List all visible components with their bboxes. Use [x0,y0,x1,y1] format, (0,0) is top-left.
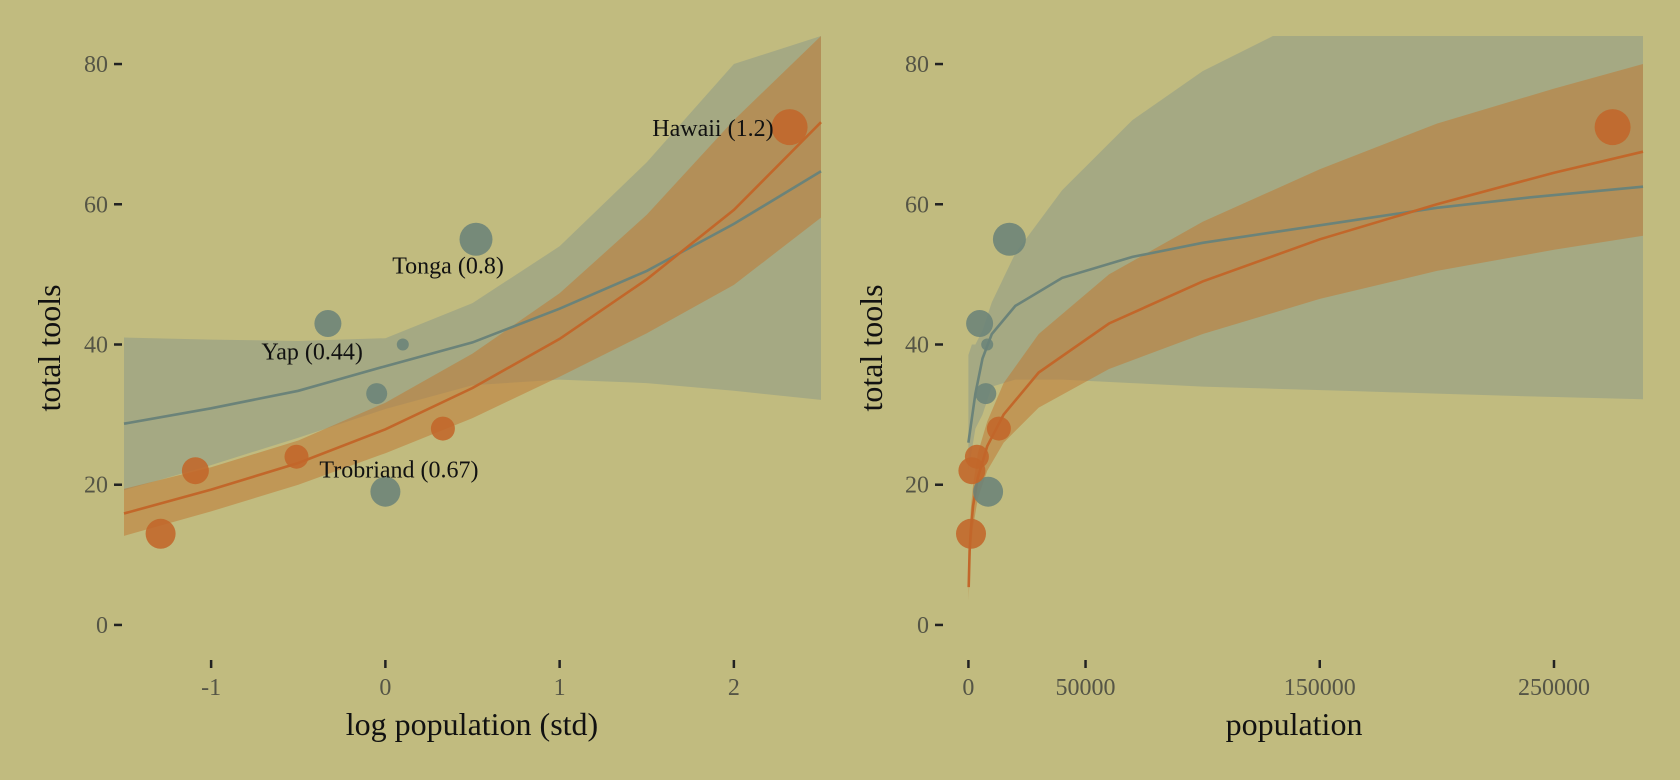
left-y-tick-label-2: 20 [84,473,108,499]
right-y-tick-label-5: 80 [905,52,929,78]
left-x-tick-label-2: 0 [379,675,391,701]
right-data-points [956,109,1631,549]
right-band-high-contact [968,64,1643,601]
right-point-low-3 [981,338,994,351]
right-point-high-3 [964,444,989,469]
right-x-tick-label-1: 0 [962,675,974,701]
left-point-low-3 [396,338,409,351]
left-uncertainty-bands [124,36,821,536]
right-point-high-4 [986,416,1011,441]
left-y-tick-label-1: 0 [96,613,108,639]
left-point-low-4 [370,476,401,507]
right-uncertainty-bands [968,36,1643,601]
right-x-tick-label-4: 250000 [1518,675,1590,701]
left-point-high-3 [284,444,309,469]
right-x-axis: 0 50000 150000 250000 [962,660,1590,701]
left-point-high-5 [771,109,808,146]
right-point-high-5 [1594,109,1631,146]
right-y-axis-title: total tools [853,284,889,411]
left-annotation-4: Trobriand (0.67) [319,458,478,484]
left-y-tick-label-4: 60 [84,192,108,218]
left-y-tick-label-5: 80 [84,52,108,78]
right-y-tick-label-2: 20 [905,473,929,499]
left-x-tick-label-1: -1 [201,675,221,701]
left-y-axis: 0 20 40 60 80 [84,52,122,639]
left-band-low-contact [124,36,821,491]
left-x-tick-label-4: 2 [728,675,740,701]
left-data-points [145,109,808,549]
left-point-high-2 [181,457,209,485]
left-point-low-2 [366,383,388,405]
right-y-tick-label-1: 0 [917,613,929,639]
right-x-tick-label-3: 150000 [1284,675,1356,701]
left-x-axis: -1 0 1 2 [201,660,740,701]
left-curve-low-contact [123,170,822,425]
right-x-tick-label-2: 50000 [1056,675,1116,701]
left-x-axis-title: log population (std) [346,706,598,742]
right-point-low-5 [992,222,1026,256]
left-annotation-3: Yap (0.44) [261,340,363,366]
right-y-axis: 0 20 40 60 80 [905,52,943,639]
left-panel: Hawaii (1.2) Tonga (0.8) Yap (0.44) Trobria… [31,36,822,742]
left-annotations: Hawaii (1.2) Tonga (0.8) Yap (0.44) Trobria… [261,116,773,484]
left-band-high-contact [124,36,821,536]
left-point-high-4 [430,416,455,441]
right-y-tick-label-3: 40 [905,332,929,358]
right-point-low-1 [966,310,994,337]
left-fit-curves [123,121,822,515]
right-x-axis-title: population [1226,706,1363,742]
left-point-low-1 [314,310,342,337]
left-annotation-1: Hawaii (1.2) [652,116,773,142]
right-point-high-1 [956,518,986,549]
left-point-high-1 [145,518,176,549]
right-y-tick-label-4: 60 [905,192,929,218]
left-y-tick-label-3: 40 [84,332,108,358]
left-x-tick-label-3: 1 [554,675,566,701]
left-curve-high-contact [123,121,822,515]
right-point-low-4 [973,476,1004,507]
left-y-axis-title: total tools [31,284,67,411]
right-point-low-2 [975,383,997,405]
left-annotation-2: Tonga (0.8) [392,253,504,279]
left-point-low-5 [459,222,493,256]
